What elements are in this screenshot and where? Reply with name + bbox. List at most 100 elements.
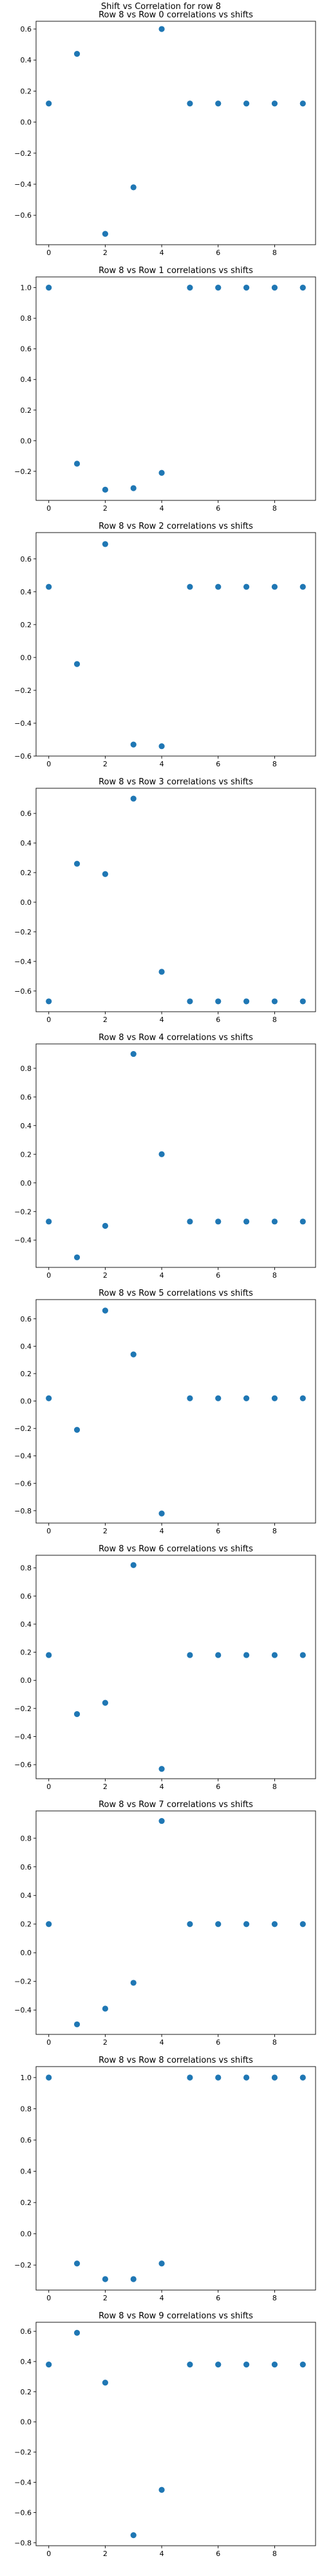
x-tick-label: 4 — [160, 2294, 164, 2302]
data-point — [158, 1766, 165, 1772]
y-tick-label: 0.6 — [21, 810, 32, 818]
x-tick-label: 4 — [160, 2038, 164, 2047]
y-tick-label: 0.4 — [21, 1122, 32, 1130]
y-tick-label: 0.4 — [21, 839, 32, 848]
y-tick-label: 0.0 — [21, 1676, 32, 1685]
y-tick-label: −0.6 — [14, 2508, 32, 2517]
data-point — [73, 2329, 80, 2336]
x-tick-label: 6 — [216, 2038, 220, 2047]
data-point — [243, 100, 250, 107]
panel-8: Row 8 vs Row 8 correlations vs shifts 0 2 4… — [14, 2056, 316, 2302]
y-tick-label: 0.0 — [21, 1179, 32, 1188]
data-point — [73, 2021, 80, 2028]
data-point — [73, 1254, 80, 1261]
x-tick-label: 2 — [103, 504, 108, 513]
x-tick-label: 6 — [216, 504, 220, 513]
data-point — [130, 741, 137, 748]
data-point — [215, 1652, 222, 1658]
panel-title: Row 8 vs Row 5 correlations vs shifts — [99, 1289, 253, 1298]
data-point — [271, 1652, 278, 1658]
data-point — [271, 1921, 278, 1927]
data-point — [271, 2362, 278, 2368]
data-point — [187, 1921, 193, 1927]
x-tick-label: 0 — [46, 504, 51, 513]
x-tick-label: 0 — [46, 760, 51, 768]
y-tick-label: 0.6 — [21, 2136, 32, 2145]
data-point — [46, 1652, 52, 1658]
data-point — [73, 860, 80, 867]
data-point — [130, 184, 137, 191]
x-tick-label: 8 — [272, 504, 277, 513]
data-point — [299, 285, 306, 291]
data-point — [73, 2260, 80, 2267]
figure-suptitle: Shift vs Correlation for row 8 — [101, 2, 221, 12]
panel-title: Row 8 vs Row 0 correlations vs shifts — [99, 10, 253, 20]
data-point — [158, 1510, 165, 1517]
x-tick-label: 2 — [103, 2550, 108, 2558]
data-point — [73, 460, 80, 467]
data-point — [130, 1562, 137, 1568]
data-point — [271, 2074, 278, 2081]
y-tick-label: −0.4 — [14, 180, 32, 189]
data-point — [299, 100, 306, 107]
data-point — [187, 1652, 193, 1658]
data-point — [299, 1395, 306, 1401]
data-point — [102, 871, 109, 877]
x-tick-label: 6 — [216, 1016, 220, 1024]
panel-title: Row 8 vs Row 6 correlations vs shifts — [99, 1544, 253, 1554]
y-tick-label: −0.2 — [14, 1705, 32, 1713]
y-tick-label: −0.4 — [14, 1733, 32, 1741]
data-point — [299, 2362, 306, 2368]
y-tick-label: 0.8 — [21, 1834, 32, 1842]
x-tick-label: 4 — [160, 504, 164, 513]
data-point — [271, 1395, 278, 1401]
y-tick-label: 0.4 — [21, 375, 32, 384]
data-point — [130, 2532, 137, 2539]
data-point — [271, 285, 278, 291]
y-tick-label: 0.2 — [21, 1370, 32, 1378]
data-point — [102, 541, 109, 547]
x-tick-label: 0 — [46, 1016, 51, 1024]
data-point — [271, 583, 278, 590]
y-tick-label: 0.0 — [21, 1949, 32, 1957]
data-point — [46, 2074, 52, 2081]
data-point — [158, 2260, 165, 2267]
data-point — [187, 285, 193, 291]
data-point — [158, 469, 165, 476]
x-tick-label: 2 — [103, 760, 108, 768]
x-tick-label: 8 — [272, 2550, 277, 2558]
y-tick-label: 0.6 — [21, 25, 32, 33]
data-point — [46, 100, 52, 107]
data-point — [102, 231, 109, 237]
data-point — [187, 998, 193, 1005]
data-point — [299, 1652, 306, 1658]
y-tick-label: −0.2 — [14, 149, 32, 158]
data-point — [243, 2074, 250, 2081]
y-tick-label: 0.6 — [21, 1592, 32, 1600]
data-point — [102, 2276, 109, 2282]
data-point — [299, 2074, 306, 2081]
panel-title: Row 8 vs Row 7 correlations vs shifts — [99, 1800, 253, 1810]
y-tick-label: −0.2 — [14, 2261, 32, 2269]
data-point — [243, 998, 250, 1005]
panel-3: Row 8 vs Row 3 correlations vs shifts 0 2 4… — [14, 777, 316, 1024]
x-tick-label: 4 — [160, 760, 164, 768]
panel-9: Row 8 vs Row 9 correlations vs shifts 0 2 4… — [14, 2311, 316, 2558]
panel-2: Row 8 vs Row 2 correlations vs shifts 0 2 4… — [14, 522, 316, 768]
x-tick-label: 0 — [46, 2550, 51, 2558]
y-tick-label: 0.0 — [21, 118, 32, 127]
data-point — [73, 1426, 80, 1433]
data-point — [243, 583, 250, 590]
x-tick-label: 8 — [272, 2294, 277, 2302]
data-point — [158, 969, 165, 975]
x-tick-label: 4 — [160, 1527, 164, 1535]
x-tick-label: 2 — [103, 2038, 108, 2047]
y-tick-label: 0.2 — [21, 621, 32, 629]
data-point — [215, 100, 222, 107]
y-tick-label: 0.8 — [21, 1564, 32, 1573]
data-point — [102, 486, 109, 493]
y-tick-label: 0.6 — [21, 1315, 32, 1323]
x-tick-label: 6 — [216, 2550, 220, 2558]
y-tick-label: 0.6 — [21, 1863, 32, 1871]
